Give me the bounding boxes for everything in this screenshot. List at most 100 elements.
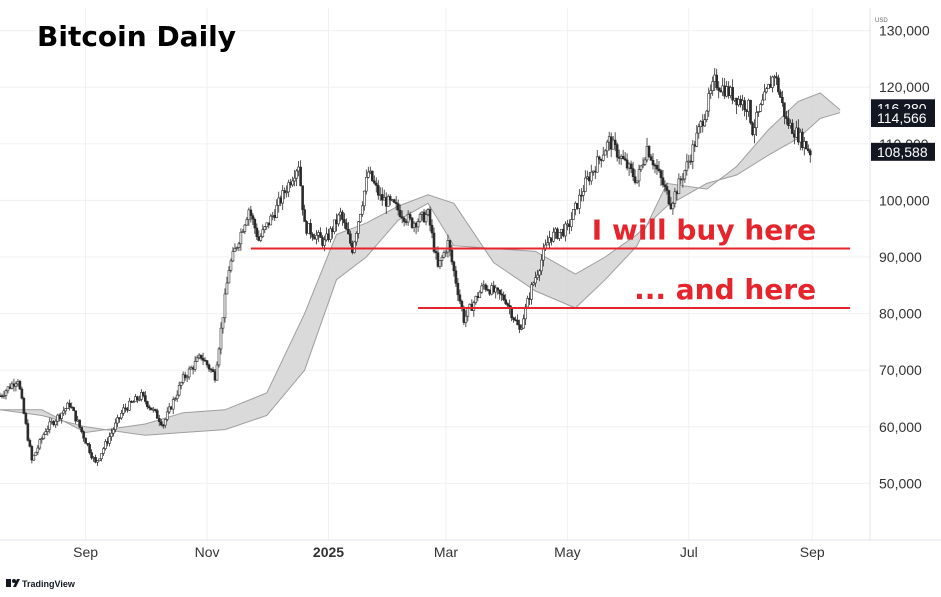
candle-body [440, 256, 444, 261]
time-tick-label: May [554, 544, 580, 560]
candle-body [86, 443, 89, 445]
candle-body [62, 410, 66, 414]
candle-body [777, 77, 780, 93]
cloud-span-b [0, 112, 841, 436]
candle-body [657, 168, 661, 171]
candle-body [472, 302, 476, 311]
candle-body [337, 214, 340, 225]
candle-body [667, 190, 671, 205]
price-tick-label: 100,000 [879, 192, 930, 208]
candle-body [171, 399, 175, 410]
candle-body [46, 428, 50, 432]
candle-body [157, 418, 161, 422]
candle-body [179, 382, 183, 386]
candle-body [263, 226, 267, 230]
candle-body [6, 386, 10, 392]
candle-body [522, 318, 525, 329]
candle-body [392, 199, 396, 203]
candle-body [516, 319, 519, 326]
candle-body [665, 186, 669, 191]
candle-body [450, 249, 454, 263]
candle-body [388, 196, 392, 201]
candle-body [564, 223, 567, 237]
price-tag-label: 114,566 [877, 110, 927, 126]
time-axis[interactable]: Sep Nov 2025 Mar May Jul Sep [73, 544, 825, 560]
candle-body [436, 252, 440, 267]
candle-body [365, 177, 368, 192]
candle-body [677, 178, 681, 195]
candle-body [261, 229, 265, 237]
candle-body [163, 419, 167, 426]
price-tick-label: 80,000 [879, 306, 922, 322]
candle-body [323, 239, 326, 246]
candle-body [787, 118, 790, 126]
candle-body [386, 196, 390, 207]
candle-body [249, 209, 253, 216]
candle-body [159, 421, 163, 426]
candle-body [201, 358, 205, 361]
candle-body [235, 247, 239, 249]
candle-body [603, 150, 607, 156]
candle-body [639, 165, 643, 170]
candle-body [341, 211, 344, 220]
candle-body [36, 447, 40, 453]
candle-body [74, 410, 77, 422]
candle-body [343, 219, 346, 224]
candle-body [4, 390, 8, 396]
candle-body [233, 248, 237, 252]
tradingview-logo-icon [6, 579, 20, 587]
candle-body [532, 282, 535, 286]
candle-body [161, 424, 165, 427]
candle-body [18, 381, 22, 390]
candle-body [349, 233, 352, 244]
candle-body [685, 161, 689, 171]
chart-title: Bitcoin Daily [37, 20, 236, 53]
candle-body [804, 141, 808, 150]
candle-body [512, 317, 515, 321]
candle-body [504, 299, 507, 304]
candle-body [372, 180, 376, 184]
candle-body [643, 159, 647, 165]
candle-body [128, 400, 131, 411]
candle-body [225, 282, 229, 295]
candle-body [623, 158, 627, 161]
candle-body [221, 317, 225, 329]
candle-body [480, 285, 484, 293]
candle-body [791, 122, 794, 134]
price-tick-label: 130,000 [879, 23, 930, 39]
candle-body [80, 426, 83, 432]
candle-body [785, 116, 788, 119]
price-tick-label: 60,000 [879, 419, 922, 435]
tradingview-logo[interactable]: TradingView [6, 579, 76, 589]
candle-body [456, 282, 460, 296]
candle-body [779, 91, 782, 98]
candle-body [2, 395, 6, 397]
candle-body [199, 354, 203, 359]
price-axis[interactable]: 130,000120,000110,000100,00090,00080,000… [879, 23, 930, 492]
candle-body [48, 421, 52, 430]
candle-body [237, 243, 241, 248]
candle-body [376, 185, 380, 196]
candle-body [615, 144, 619, 158]
candle-body [311, 233, 314, 238]
candle-body [146, 401, 149, 408]
candle-body [771, 76, 774, 88]
candle-body [428, 209, 432, 226]
candle-body [486, 289, 490, 291]
candle-body [621, 155, 625, 159]
candle-body [90, 452, 93, 459]
candle-body [281, 190, 285, 204]
candle-body [695, 132, 699, 147]
candle-body [651, 159, 655, 166]
candle-body [374, 182, 378, 186]
candle-body [345, 222, 348, 230]
candle-body [661, 177, 665, 186]
candle-body [150, 407, 153, 411]
candle-body [40, 438, 44, 441]
candle-body [114, 422, 117, 430]
candle-body [155, 410, 159, 419]
candle-body [743, 100, 746, 110]
candle-body [781, 97, 784, 104]
candle-body [181, 374, 185, 383]
candle-body [96, 460, 99, 463]
